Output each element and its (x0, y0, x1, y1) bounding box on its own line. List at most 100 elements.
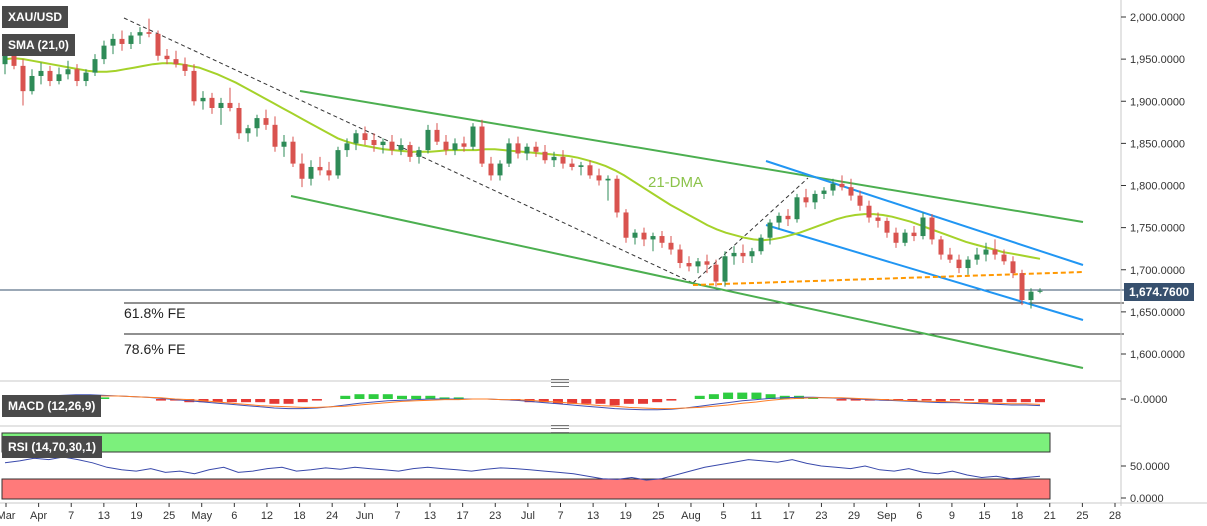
candle-body (632, 232, 638, 238)
macd-hist-bar (538, 399, 549, 403)
candle-body (830, 183, 836, 191)
candle-body (776, 215, 782, 223)
date-tick-label: Jul (521, 510, 535, 522)
date-tick-label: 25 (652, 510, 664, 522)
candle-body (1001, 254, 1007, 262)
candle-body (497, 163, 503, 176)
candle-body (704, 261, 710, 265)
candle-body (353, 133, 359, 144)
candle-body (425, 129, 431, 151)
candle-body (857, 195, 863, 206)
macd-hist-bar (708, 394, 719, 399)
date-tick-label: 17 (457, 510, 469, 522)
candles-group (2, 18, 1043, 309)
date-tick-label: 25 (163, 510, 175, 522)
candle-body (461, 143, 467, 147)
candle-body (47, 70, 53, 82)
candle-body (101, 45, 107, 60)
candle-body (578, 165, 584, 167)
price-tick-label: 2,000.0000 (1130, 12, 1185, 24)
candle-body (326, 170, 332, 176)
candle-body (596, 175, 602, 181)
candle-body (947, 254, 953, 260)
pane-resize-handle-bottom[interactable] (551, 425, 569, 433)
candle-body (470, 126, 476, 147)
candle-body (407, 145, 413, 157)
candle-body (128, 35, 134, 44)
rsi-indicator-label[interactable]: RSI (14,70,30,1) (2, 436, 103, 458)
fe-786-label: 78.6% FE (124, 341, 186, 357)
candle-body (929, 217, 935, 240)
macd-hist-bar (340, 395, 351, 399)
macd-hist-bar (836, 399, 847, 401)
candle-body (731, 252, 737, 257)
candle-body (200, 97, 206, 102)
macd-hist-bar (978, 399, 989, 403)
price-tick-label: 1,900.0000 (1130, 96, 1185, 108)
macd-hist-bar (609, 399, 620, 406)
date-tick-label: 9 (949, 510, 955, 522)
current-price-tag: 1,674.7600 (1124, 283, 1195, 301)
candle-body (812, 193, 818, 203)
macd-hist-bar (751, 392, 762, 399)
candle-body (794, 197, 800, 220)
macd-signal-line (4, 395, 1041, 410)
candle-body (155, 33, 161, 56)
candle-body (749, 251, 755, 257)
macd-hist-bar (652, 399, 663, 403)
candle-body (992, 249, 998, 255)
candle-body (182, 64, 188, 71)
date-tick-label: 24 (326, 510, 338, 522)
candle-body (1028, 291, 1034, 301)
sma-indicator-label[interactable]: SMA (21,0) (2, 34, 75, 56)
candle-body (785, 215, 791, 220)
date-tick-label: 7 (557, 510, 563, 522)
candle-body (560, 156, 566, 164)
date-tick-label: 17 (783, 510, 795, 522)
candle-body (542, 151, 548, 161)
date-tick-label: 21 (1044, 510, 1056, 522)
date-tick-label: Mar (0, 510, 16, 522)
candle-body (893, 232, 899, 243)
candle-body (479, 126, 485, 164)
date-tick-label: 18 (1011, 510, 1023, 522)
candle-body (515, 143, 521, 154)
macd-hist-bar (439, 397, 450, 399)
candle-body (371, 140, 377, 146)
pane-resize-handle-top[interactable] (551, 379, 569, 387)
macd-hist-bar (368, 394, 379, 399)
candle-body (389, 141, 395, 151)
macd-indicator-label[interactable]: MACD (12,26,9) (2, 395, 102, 417)
macd-hist-bar (297, 399, 308, 403)
macd-hist-bar (737, 392, 748, 399)
candle-body (11, 54, 17, 66)
price-tick-label: 1,750.0000 (1130, 223, 1185, 235)
macd-hist-bar (850, 399, 861, 401)
green-channel-upper (299, 90, 1084, 223)
macd-hist-bar (1006, 399, 1017, 403)
date-tick-label: Sep (877, 510, 897, 522)
date-tick-label: 18 (293, 510, 305, 522)
candle-body (434, 129, 440, 142)
date-tick-label: 29 (848, 510, 860, 522)
candle-body (38, 70, 44, 76)
candle-body (380, 141, 386, 146)
candle-body (263, 118, 269, 125)
candle-body (722, 256, 728, 282)
macd-zero-tick: -0.0000 (1130, 394, 1167, 406)
candle-body (74, 69, 80, 82)
date-tick-label: 7 (394, 510, 400, 522)
symbol-label: XAU/USD (2, 6, 69, 28)
candle-body (209, 97, 215, 108)
candle-body (56, 74, 62, 82)
price-tick-label: 1,800.0000 (1130, 181, 1185, 193)
date-tick-label: 19 (620, 510, 632, 522)
candle-body (848, 187, 854, 196)
candle-body (803, 197, 809, 203)
macd-hist-bar (992, 399, 1003, 403)
price-tick-label: 1,600.0000 (1130, 349, 1185, 361)
candle-body (443, 141, 449, 151)
candle-body (506, 143, 512, 164)
candle-body (713, 264, 719, 282)
rsi-tick-50: 50.0000 (1130, 461, 1170, 473)
